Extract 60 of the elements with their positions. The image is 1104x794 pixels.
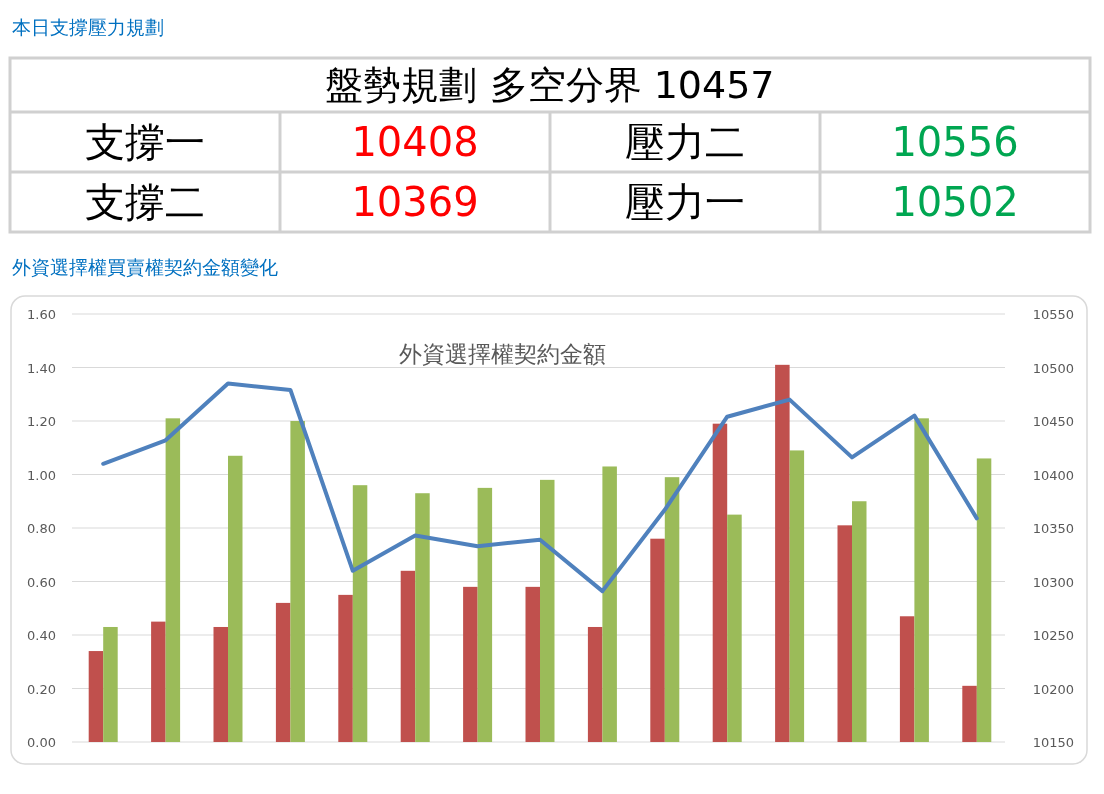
- bar: [899, 616, 915, 742]
- y2tick: 10250: [1032, 628, 1074, 643]
- bar: [415, 493, 430, 742]
- y2tick: 10400: [1032, 467, 1074, 483]
- bar: [463, 586, 478, 742]
- bar: [88, 651, 104, 742]
- y2tick: 10200: [1032, 681, 1074, 697]
- y2tick: 10550: [1032, 307, 1074, 322]
- bar: [976, 458, 992, 742]
- bar: [290, 421, 305, 742]
- ytick: 0.60: [27, 574, 56, 590]
- bar: [213, 626, 228, 742]
- y2tick: 10500: [1032, 360, 1074, 376]
- y2tick: 10300: [1032, 574, 1074, 590]
- subtitle: 外資選擇權契約金額: [398, 341, 606, 367]
- bar: [852, 501, 867, 742]
- bar: [602, 466, 617, 742]
- bar: [650, 538, 665, 742]
- annotation: 10408: [351, 119, 479, 165]
- bar: [712, 423, 728, 742]
- bar: [338, 594, 353, 742]
- ytick: 1.60: [27, 307, 56, 322]
- bar: [228, 455, 243, 742]
- bar: [275, 602, 291, 742]
- y2tick: 10350: [1032, 521, 1074, 536]
- ytick: 1.00: [27, 467, 56, 483]
- bar: [525, 586, 540, 742]
- ytick: 0.00: [27, 735, 56, 750]
- bar: [151, 621, 166, 742]
- ytick: 1.20: [27, 414, 56, 429]
- bar: [165, 418, 181, 742]
- annotation: 壓力一: [625, 179, 745, 225]
- annotation: 支撐二: [85, 179, 205, 225]
- bar: [540, 479, 555, 742]
- bar: [837, 525, 852, 742]
- title: 本日支撐壓力規劃: [12, 16, 164, 38]
- annotation: 壓力二: [625, 119, 745, 165]
- bar: [587, 626, 603, 742]
- ytick: 0.20: [27, 681, 56, 697]
- annotation: 10502: [891, 179, 1019, 225]
- annotation: 支撐一: [85, 119, 205, 165]
- bar: [400, 570, 416, 742]
- ytick: 1.40: [27, 360, 56, 376]
- bar: [664, 477, 680, 742]
- ytick: 0.40: [27, 628, 56, 643]
- y2tick: 10150: [1032, 735, 1074, 750]
- bar: [727, 514, 742, 742]
- annotation: 10369: [351, 179, 479, 225]
- bar: [775, 364, 790, 742]
- title: 外資選擇權買賣權契約金額變化: [12, 256, 278, 278]
- bar: [789, 450, 805, 742]
- bar: [914, 418, 929, 742]
- ytick: 0.80: [27, 521, 56, 536]
- bar: [477, 487, 493, 742]
- y2tick: 10450: [1032, 414, 1074, 429]
- annotation: 盤勢規劃 多空分界 10457: [325, 63, 775, 107]
- bar: [103, 626, 118, 742]
- bar: [962, 685, 977, 742]
- bar: [352, 485, 368, 742]
- annotation: 10556: [891, 119, 1019, 165]
